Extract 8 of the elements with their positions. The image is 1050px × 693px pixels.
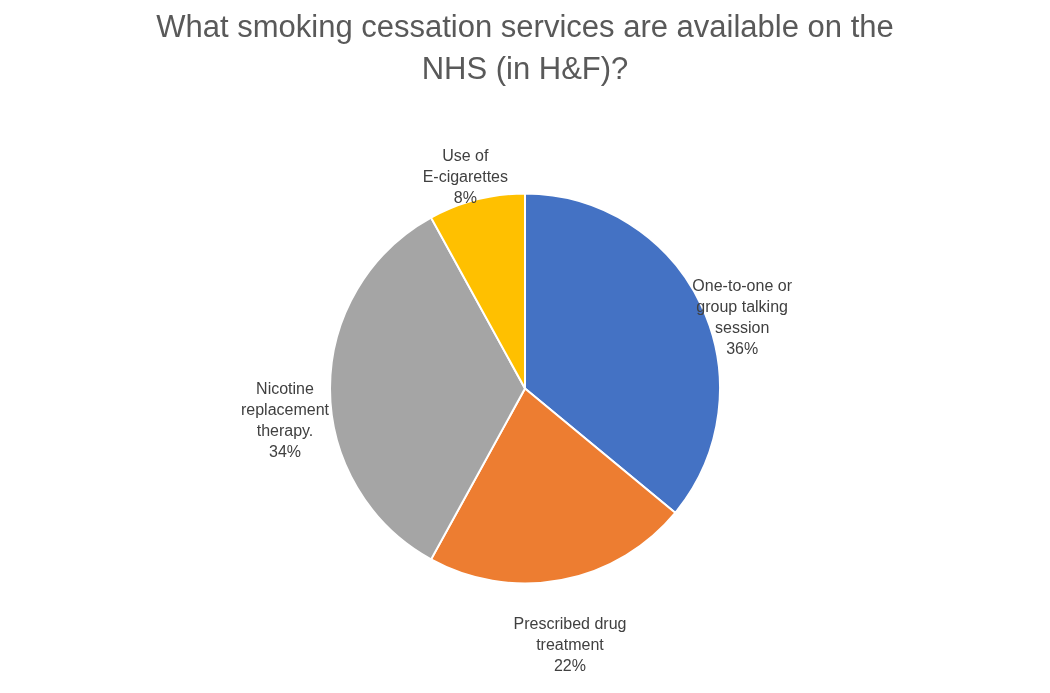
slice-label: Nicotine replacement therapy. [240, 379, 330, 439]
slice-label: Use of E-cigarettes [422, 147, 508, 186]
chart-title: What smoking cessation services are available on the NHS (in H&F)? [156, 9, 894, 86]
data-label: 36% [726, 340, 759, 358]
data-label: 34% [268, 442, 302, 460]
data-label: 22% [553, 657, 586, 675]
slice-label: Prescribed drug treatment [513, 615, 627, 654]
data-label: 8% [453, 189, 477, 207]
